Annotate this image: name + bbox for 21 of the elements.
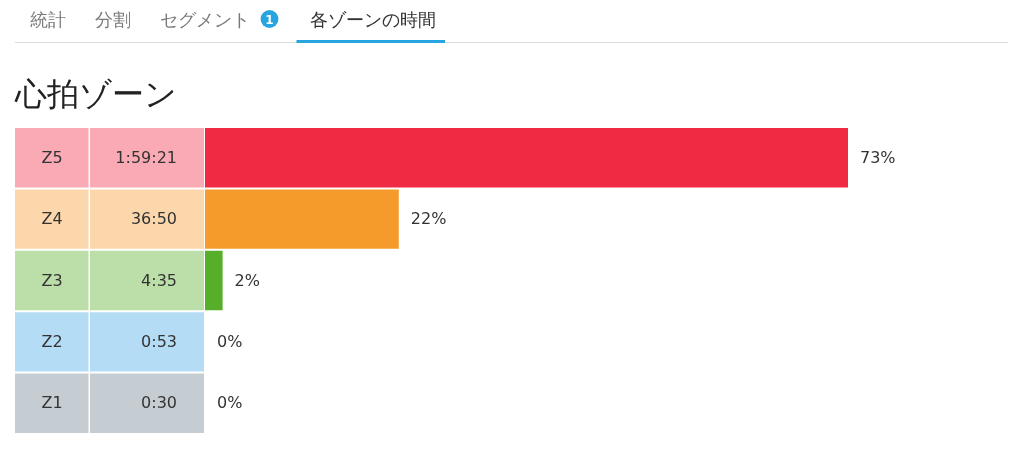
y-tick-label: Z5	[41, 147, 63, 167]
y-tick-label: Z2	[41, 331, 63, 351]
y-tick-label: Z3	[41, 270, 63, 290]
category-label: 統計	[30, 10, 66, 30]
y-tick-label: Z4	[41, 209, 63, 229]
category-label: 分割	[95, 10, 131, 30]
chart-title: 心拍ゾーン	[14, 75, 177, 113]
data-label: 22%	[410, 209, 447, 229]
data-label: 0%	[217, 393, 243, 413]
text: 1:59:21	[115, 147, 177, 167]
category-label: 各ゾーンの時間	[309, 10, 436, 30]
text: 0:30	[141, 393, 177, 413]
data-label: 0%	[217, 331, 243, 351]
text: 0:53	[141, 331, 177, 351]
text: 36:50	[130, 209, 177, 229]
data-label: 73%	[860, 147, 896, 167]
category-label: セグメント	[160, 10, 250, 30]
text: 4:35	[141, 270, 177, 290]
y-tick-label: Z1	[41, 393, 63, 413]
data-label: 2%	[234, 270, 261, 290]
data-label: 1	[265, 12, 274, 27]
